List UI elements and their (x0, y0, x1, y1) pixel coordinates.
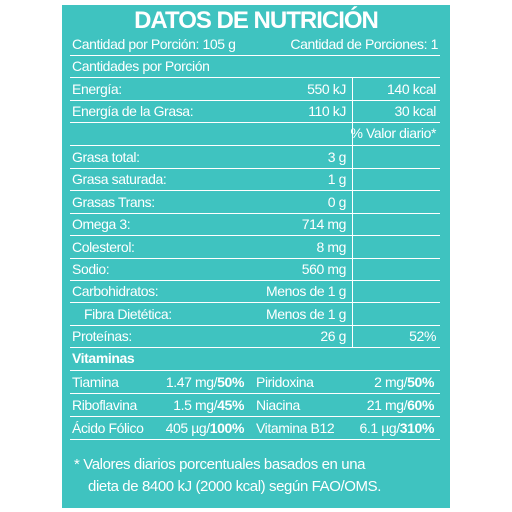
daily-value-header: % Valor diario* (350, 125, 436, 141)
rule (70, 280, 440, 281)
vitamin-name: Vitamina B12 (256, 420, 335, 436)
vitamin-dv: 60% (407, 397, 434, 413)
rule (70, 100, 440, 101)
vitamin-dv: 310% (399, 420, 435, 436)
energy-label: Energía: (72, 81, 122, 97)
vitamin-name: Niacina (256, 397, 300, 413)
vitamin-name: Ácido Fólico (72, 420, 144, 436)
nutrient-amount: 3 g (327, 149, 347, 165)
rule (70, 190, 440, 192)
nutrient-amount: Menos de 1 g (265, 305, 346, 322)
vitamins-header: Vitaminas (72, 350, 135, 366)
nutrient-amount: 26 g (320, 328, 346, 345)
vitamin-dv: 100% (209, 420, 245, 436)
nutrient-amount: 560 mg (301, 261, 347, 277)
rule (70, 439, 440, 440)
rule (70, 55, 440, 56)
nutrient-label: Grasas Trans: (72, 193, 155, 210)
vitamin-dv: 50% (407, 374, 434, 390)
vitamin-name: Piridoxina (256, 374, 314, 390)
nutrient-label: Colesterol: (72, 238, 135, 255)
vitamin-value: 6.1 µg/ (359, 420, 400, 436)
nutrient-label: Grasa saturada: (72, 171, 167, 188)
rule (70, 257, 440, 259)
energy-kcal: 30 kcal (394, 103, 436, 119)
vitamin-value: 21 mg/ (366, 397, 408, 413)
vitamin-name: Tiamina (72, 374, 119, 390)
nutrient-amount: 0 g (327, 193, 347, 210)
vitamin-value: 1.47 mg/ (165, 374, 218, 390)
nutrient-dv: 52% (409, 328, 436, 345)
energy-label: Energía de la Grasa: (72, 103, 194, 119)
footnote: * Valores diarios porcentuales basados e… (74, 456, 366, 473)
rule (70, 370, 440, 371)
vitamin-value: 405 µg/ (165, 420, 211, 436)
nutrient-amount: 8 mg (316, 238, 346, 255)
serving-size: Cantidad por Porción: 105 g (72, 36, 236, 52)
vitamin-value: 2 mg/ (374, 374, 408, 390)
nutrient-label: Proteínas: (72, 328, 132, 345)
rule (70, 416, 440, 417)
nutrient-label: Sodio: (72, 261, 110, 277)
footnote: dieta de 8400 kJ (2000 kcal) según FAO/O… (88, 478, 381, 495)
energy-kcal: 140 kcal (387, 81, 436, 97)
serving-count: Cantidad de Porciones: 1 (290, 36, 438, 52)
rule (70, 77, 440, 78)
rule (70, 324, 440, 326)
rule (70, 393, 440, 394)
nutrient-amount: 714 mg (301, 216, 347, 233)
amounts-header: Cantidades por Porción (72, 58, 210, 74)
vitamin-value: 1.5 mg/ (173, 397, 218, 413)
energy-kj: 550 kJ (307, 81, 346, 97)
energy-kj: 110 kJ (308, 103, 346, 119)
nutrition-label: DATOS DE NUTRICIÓN Cantidad por Porción:… (62, 5, 450, 508)
rule (70, 168, 440, 169)
nutrient-amount: Menos de 1 g (265, 283, 346, 300)
nutrient-amount: 1 g (327, 171, 347, 188)
vitamin-name: Riboflavina (72, 397, 137, 413)
rule (70, 145, 440, 146)
vitamin-dv: 45% (217, 397, 244, 413)
nutrient-label: Carbohidratos: (72, 283, 159, 300)
rule (70, 302, 440, 304)
rule (70, 122, 440, 123)
rule (70, 347, 440, 349)
nutrient-label: Fibra Dietética: (84, 305, 172, 322)
column-rule (352, 78, 353, 347)
vitamin-dv: 50% (217, 374, 244, 390)
title: DATOS DE NUTRICIÓN (134, 7, 379, 34)
nutrient-label: Omega 3: (72, 216, 131, 233)
nutrient-label: Grasa total: (72, 149, 140, 165)
rule (70, 235, 440, 237)
rule (70, 212, 440, 214)
